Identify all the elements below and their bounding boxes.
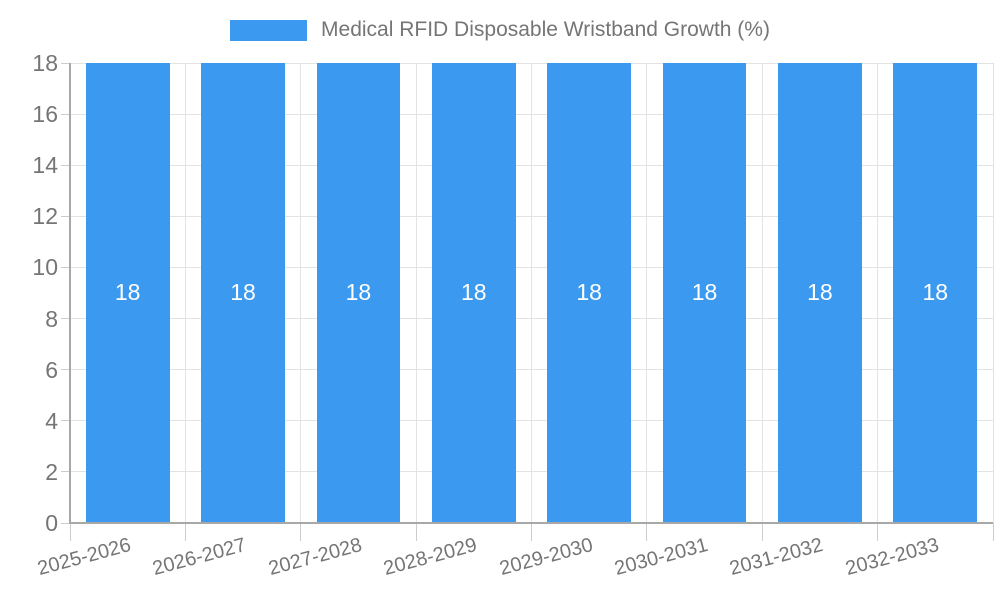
bar-value-label: 18 <box>576 279 602 305</box>
x-tick-label: 2030-2031 <box>612 534 711 581</box>
bar-2025-2026 <box>85 63 170 523</box>
x-axis-tick <box>761 523 763 541</box>
x-tick-label: 2029-2030 <box>496 534 595 581</box>
y-axis-tick <box>61 471 70 473</box>
y-tick-label: 18 <box>32 50 58 76</box>
x-tick-label: 2031-2032 <box>727 534 826 581</box>
y-tick-label: 4 <box>45 407 58 434</box>
y-axis-line <box>69 63 71 523</box>
y-tick-label: 16 <box>32 101 58 128</box>
x-tick-label: 2028-2029 <box>381 534 480 581</box>
x-axis-tick <box>69 523 71 541</box>
y-axis-tick <box>61 420 70 422</box>
y-axis-tick <box>61 266 70 268</box>
y-axis-tick <box>61 113 70 115</box>
x-axis-line <box>69 522 993 524</box>
bar-2028-2029 <box>431 63 516 523</box>
y-axis-tick <box>61 62 70 64</box>
bar-value-label: 18 <box>345 279 372 305</box>
bar-value-label: 18 <box>461 279 487 305</box>
x-tick-label: 2027-2028 <box>266 534 365 581</box>
gridline-vertical <box>300 63 302 523</box>
y-axis-tick <box>61 522 70 524</box>
bar-value-label: 18 <box>230 279 256 305</box>
y-axis-tick <box>61 369 70 371</box>
x-axis-tick <box>646 523 648 541</box>
y-tick-label: 14 <box>32 152 58 179</box>
y-tick-label: 2 <box>45 458 58 485</box>
gridline-vertical <box>415 63 417 523</box>
y-tick-label: 0 <box>45 510 58 536</box>
x-axis-tick <box>184 523 186 541</box>
gridline-vertical <box>761 63 763 523</box>
bar-2030-2031 <box>662 63 747 523</box>
y-axis-tick <box>61 318 70 320</box>
bar-2029-2030 <box>547 63 631 523</box>
y-axis-tick <box>61 164 70 166</box>
y-axis-tick <box>61 215 70 217</box>
y-tick-label: 6 <box>45 356 58 383</box>
bar-value-label: 18 <box>807 279 833 305</box>
y-tick-label: 12 <box>32 203 58 230</box>
x-axis-tick <box>877 523 879 541</box>
gridline-vertical <box>877 63 879 523</box>
legend-swatch-icon[interactable] <box>230 19 308 41</box>
x-axis-tick <box>300 523 302 541</box>
gridline-vertical <box>184 63 186 523</box>
y-tick-label: 10 <box>32 254 58 281</box>
bar-2026-2027 <box>201 63 285 523</box>
x-tick-label: 2032-2033 <box>842 534 942 581</box>
bar-value-label: 18 <box>114 279 141 305</box>
bar-2031-2032 <box>778 63 862 523</box>
x-tick-label: 2026-2027 <box>150 534 249 581</box>
x-axis-tick <box>992 523 994 541</box>
bar-value-label: 18 <box>691 279 718 305</box>
gridline-vertical <box>992 63 994 523</box>
bar-value-label: 18 <box>922 279 949 305</box>
bar-2027-2028 <box>316 63 401 523</box>
x-tick-label: 2025-2026 <box>35 534 134 581</box>
gridline-vertical <box>646 63 648 523</box>
legend[interactable]: Medical RFID Disposable Wristband Growth… <box>0 15 1000 45</box>
x-axis-tick <box>415 523 417 541</box>
legend-label[interactable]: Medical RFID Disposable Wristband Growth… <box>321 18 770 41</box>
x-axis-tick <box>531 523 532 541</box>
y-tick-label: 8 <box>45 305 58 332</box>
bar-2032-2033 <box>893 63 978 523</box>
gridline-vertical <box>531 63 532 523</box>
